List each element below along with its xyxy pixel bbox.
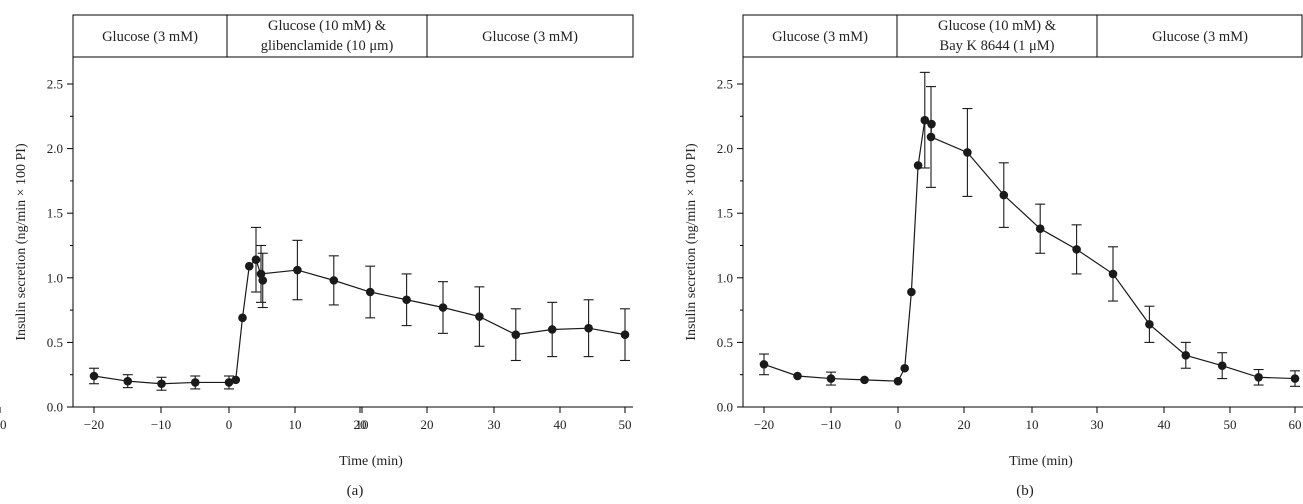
data-point	[1181, 351, 1191, 360]
y-tick-label: 1.0	[47, 270, 63, 285]
panel-label: (b)	[1016, 483, 1034, 499]
data-point	[244, 261, 254, 271]
x-tick-label: 20	[421, 417, 434, 432]
data-point	[759, 360, 769, 369]
y-tick-label: 0.0	[47, 400, 63, 415]
x-tick-label: 20	[958, 417, 971, 432]
condition-label: glibenclamide (10 μm)	[261, 38, 394, 54]
x-tick-label: −10	[151, 417, 171, 432]
y-axis-label: Insulin secretion (ng/min × 100 PI)	[14, 143, 29, 341]
x-tick-label: 0	[895, 417, 902, 432]
x-tick-label: −20	[754, 417, 774, 432]
data-point	[999, 190, 1009, 200]
data-point	[1108, 269, 1118, 279]
condition-label: Glucose (3 mM)	[102, 29, 198, 45]
data-point	[620, 330, 630, 339]
x-tick-label: 10	[1026, 417, 1039, 432]
data-point	[190, 378, 200, 387]
x-tick-label: 10	[356, 417, 369, 432]
data-point	[793, 371, 802, 381]
condition-label: Bay K 8644 (1 μM)	[940, 38, 1055, 54]
y-axis-label: Insulin secretion (ng/min × 100 PI)	[684, 143, 699, 341]
y-tick-label: 0.5	[47, 335, 63, 350]
x-tick-label: 0	[226, 417, 233, 432]
x-tick-label: 40	[1158, 417, 1171, 432]
data-point	[584, 323, 593, 333]
data-point	[238, 313, 247, 323]
panel-b: Glucose (3 mM) Glucose (10 mM) & Bay K 864…	[684, 14, 1303, 499]
data-point	[900, 363, 909, 373]
data-point	[1254, 372, 1263, 382]
x-tick-label: 20	[354, 417, 367, 432]
data-point	[256, 269, 266, 279]
data-point	[365, 287, 375, 297]
data-point	[402, 295, 411, 305]
data-point	[926, 132, 936, 142]
x-tick-label: 30	[1091, 417, 1104, 432]
data-point	[547, 325, 557, 334]
condition-label: Glucose (3 mM)	[1152, 29, 1248, 45]
x-tick-label: 50	[1224, 417, 1237, 432]
data-point	[89, 371, 99, 381]
data-point	[907, 287, 916, 297]
data-point	[329, 276, 339, 285]
data-point	[893, 376, 903, 386]
condition-label: Glucose (3 mM)	[772, 29, 868, 45]
y-tick-label: 2.5	[47, 77, 63, 92]
data-point	[224, 378, 234, 387]
data-point	[1035, 224, 1045, 234]
data-point	[157, 379, 166, 389]
y-tick-label: 2.0	[47, 141, 63, 156]
data-point	[438, 303, 448, 312]
data-point	[963, 148, 972, 157]
y-tick-label: 0.0	[717, 400, 733, 415]
x-tick-label: 60	[1289, 417, 1302, 432]
x-axis-label: Time (min)	[1009, 454, 1073, 469]
condition-label: Glucose (3 mM)	[482, 29, 578, 45]
y-tick-label: 2.5	[717, 77, 733, 92]
x-tick-label: 60	[0, 417, 7, 432]
y-tick-label: 2.0	[717, 141, 733, 156]
data-point	[920, 115, 930, 125]
data-point	[511, 330, 521, 339]
y-tick-label: 1.0	[717, 270, 733, 285]
x-axis-label: Time (min)	[339, 454, 403, 469]
x-tick-label: 50	[619, 417, 632, 432]
data-point	[1145, 320, 1154, 329]
x-tick-label: −10	[821, 417, 841, 432]
panel-label: (a)	[347, 483, 364, 499]
y-tick-label: 0.5	[717, 335, 733, 350]
panel-a: Glucose (3 mM) Glucose (10 mM) & glibencla…	[0, 14, 634, 499]
data-point	[231, 375, 241, 385]
series-line	[763, 119, 1296, 382]
data-point	[251, 255, 261, 265]
condition-band	[742, 14, 1303, 58]
data-point	[860, 375, 869, 385]
data-point	[123, 376, 133, 386]
series-line	[93, 258, 626, 385]
data-point	[826, 374, 836, 383]
x-tick-label: 10	[289, 417, 302, 432]
data-point	[1290, 374, 1300, 383]
y-tick-label: 1.5	[47, 206, 63, 221]
condition-label: Glucose (10 mM) &	[938, 18, 1057, 34]
x-tick-label: 30	[488, 417, 501, 432]
condition-label: Glucose (10 mM) &	[268, 18, 387, 34]
y-tick-label: 1.5	[717, 206, 733, 221]
data-point	[475, 312, 484, 321]
data-point	[1217, 361, 1227, 370]
condition-band	[72, 14, 634, 58]
x-tick-label: 40	[554, 417, 567, 432]
data-point	[1072, 245, 1081, 254]
data-point	[293, 265, 302, 275]
x-tick-label: −20	[84, 417, 104, 432]
